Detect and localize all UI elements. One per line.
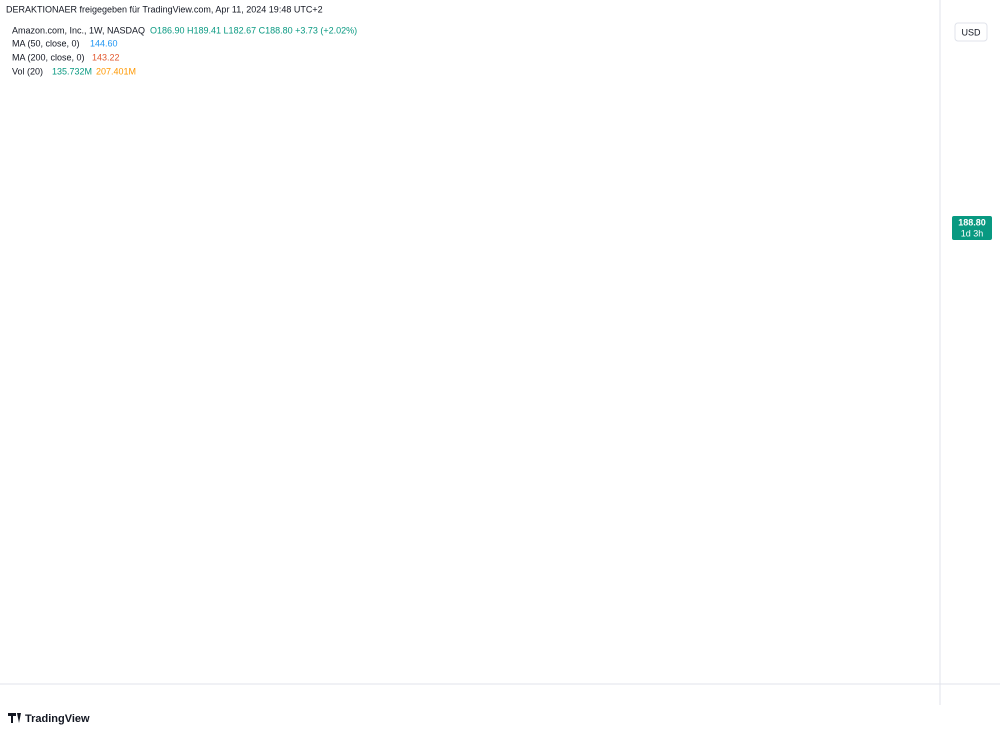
ma200-value: 143.22 (92, 52, 120, 62)
ma50-label: MA (50, close, 0) (12, 38, 80, 48)
ma200-label: MA (200, close, 0) (12, 52, 85, 62)
vol-value: 135.732M (52, 66, 92, 76)
symbol: Amazon.com, Inc., 1W, NASDAQ (12, 25, 145, 35)
currency[interactable]: USD (961, 27, 981, 37)
vol-label: Vol (20) (12, 66, 43, 76)
currency-box[interactable] (954, 22, 988, 42)
logo (8, 713, 21, 723)
last-price: 188.80 (958, 217, 986, 227)
price-tag (952, 216, 992, 240)
vol-ma-value: 207.401M (96, 66, 136, 76)
footer-brand: TradingView (25, 713, 90, 725)
countdown: 1d 3h (961, 228, 984, 238)
share-title: DERAKTIONAER freigegeben für TradingView… (6, 4, 323, 14)
ohlc: O186.90 H189.41 L182.67 C188.80 +3.73 (+… (150, 25, 357, 35)
ma50-value: 144.60 (90, 38, 118, 48)
